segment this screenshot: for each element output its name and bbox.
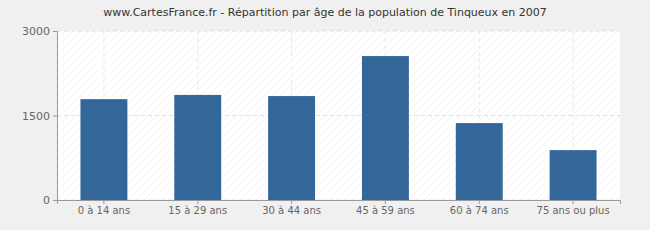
- bars: [80, 56, 596, 200]
- x-axis-line: [58, 201, 621, 205]
- x-tick-mark: [573, 200, 574, 204]
- bar: [362, 56, 409, 200]
- y-tick: 0: [43, 194, 57, 207]
- grid-vertical: [104, 31, 573, 200]
- y-tick-mark: [53, 31, 57, 32]
- x-tick-label: 60 à 74 ans: [450, 205, 509, 216]
- x-tick-mark: [385, 200, 386, 204]
- grid: [57, 31, 620, 200]
- y-tick-mark: [53, 116, 57, 117]
- x-tick-label: 0 à 14 ans: [78, 205, 130, 216]
- x-tick: 15 à 29 ans: [168, 200, 227, 216]
- y-axis: 0 1500 3000: [22, 25, 58, 207]
- plot: 0 1500 3000 0 à 14 ans 15 à 29 ans 30 à 44 an…: [22, 25, 621, 216]
- x-tick-label: 15 à 29 ans: [168, 205, 227, 216]
- y-tick: 1500: [22, 110, 57, 123]
- x-tick: 0 à 14 ans: [78, 200, 130, 216]
- bar: [174, 95, 221, 200]
- y-tick-mark: [53, 200, 57, 201]
- y-axis-line: [53, 32, 58, 201]
- y-tick: 3000: [22, 25, 57, 38]
- bar: [550, 150, 597, 200]
- title: www.CartesFrance.fr - Répartition par âg…: [103, 6, 547, 19]
- grid-line: [57, 31, 620, 32]
- y-tick-label: 0: [43, 194, 50, 207]
- x-tick-mark: [291, 200, 292, 204]
- plot-background: [57, 31, 620, 200]
- bar: [80, 99, 127, 200]
- x-tick-label: 75 ans ou plus: [537, 205, 610, 216]
- x-tick-mark: [479, 200, 480, 204]
- bar: [456, 123, 503, 200]
- y-tick-label: 1500: [22, 110, 50, 123]
- y-tick-label: 3000: [22, 25, 50, 38]
- x-tick-mark: [197, 200, 198, 204]
- x-axis: 0 à 14 ans 15 à 29 ans 30 à 44 ans 45 à 59 …: [58, 200, 621, 216]
- x-tick-mark: [103, 200, 104, 204]
- bar: [268, 96, 315, 200]
- x-tick: 60 à 74 ans: [450, 200, 509, 216]
- x-tick-label: 30 à 44 ans: [262, 205, 321, 216]
- x-tick: 30 à 44 ans: [262, 200, 321, 216]
- x-tick: 75 ans ou plus: [537, 200, 610, 216]
- x-tick-label: 45 à 59 ans: [356, 205, 415, 216]
- x-tick: 45 à 59 ans: [356, 200, 415, 216]
- chart: www.CartesFrance.fr - Répartition par âg…: [0, 0, 650, 230]
- grid-line: [57, 115, 620, 116]
